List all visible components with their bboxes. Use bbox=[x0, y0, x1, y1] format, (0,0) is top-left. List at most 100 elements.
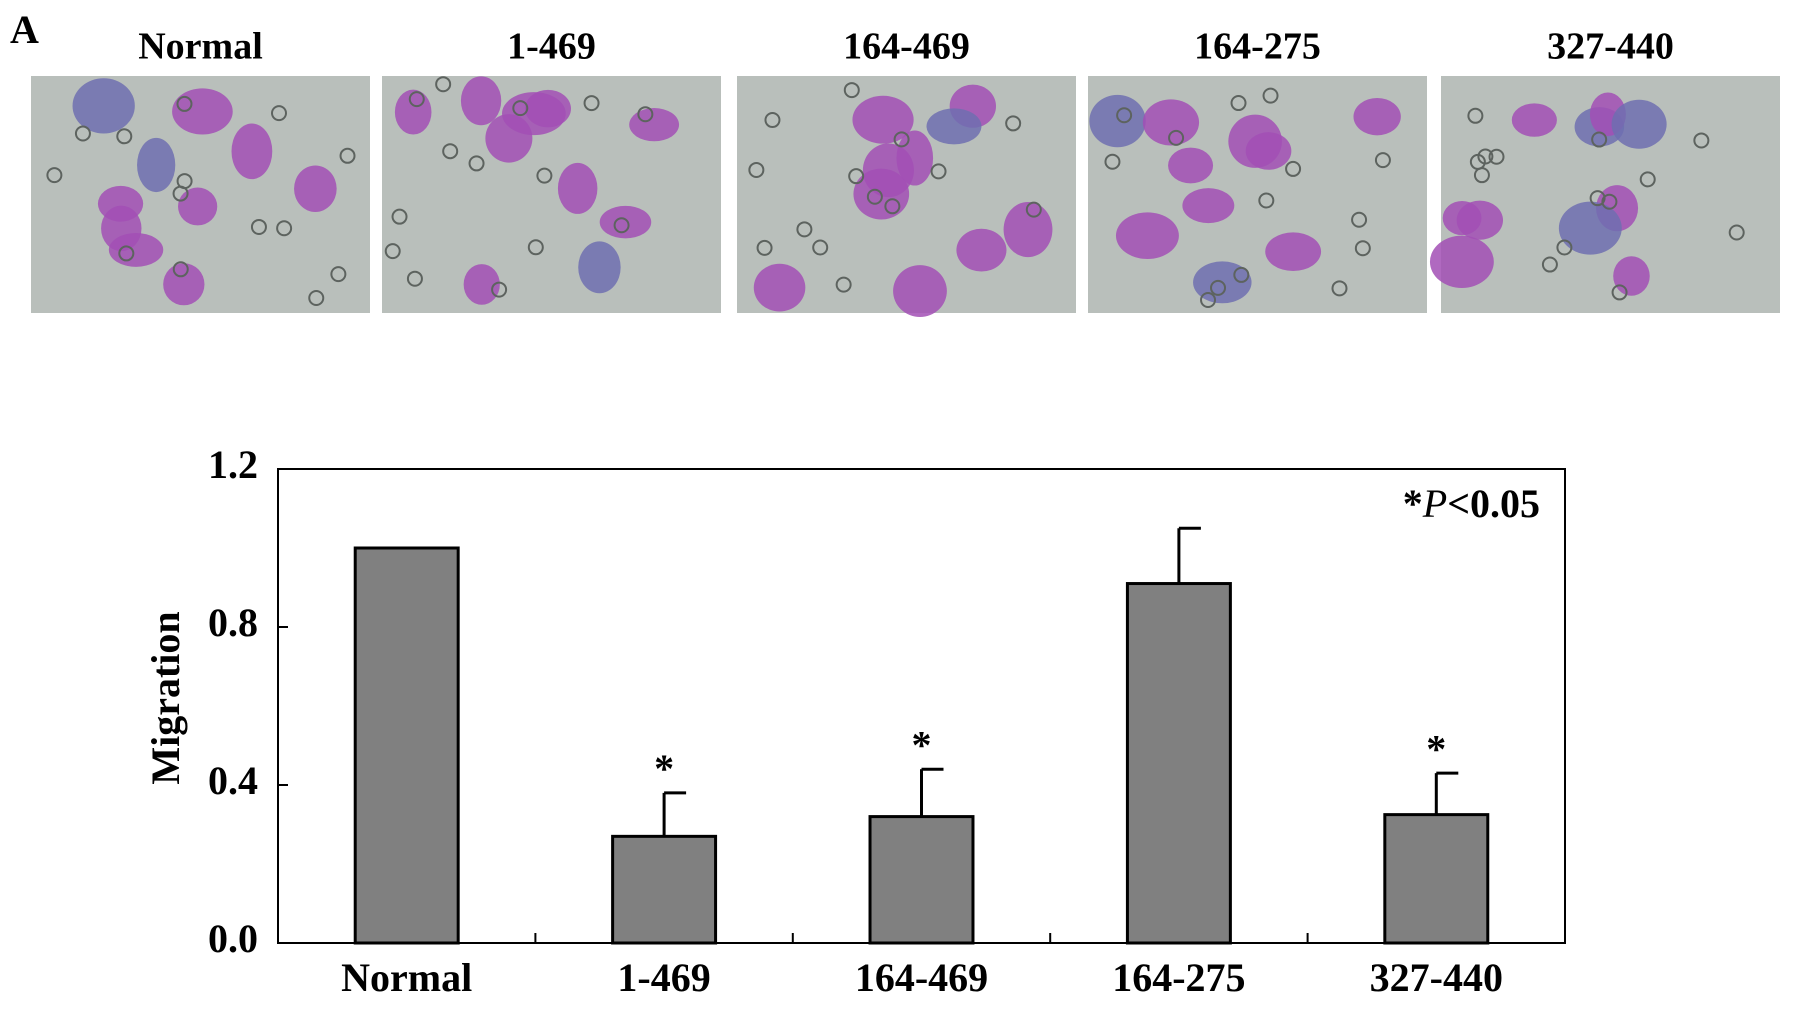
x-tick-label: 164-469 bbox=[855, 955, 988, 1000]
cell bbox=[463, 264, 500, 305]
bead bbox=[491, 281, 508, 298]
cell bbox=[394, 89, 432, 135]
bead bbox=[118, 245, 135, 262]
bead bbox=[1025, 201, 1042, 218]
bar bbox=[868, 815, 975, 945]
x-tick-label: 1-469 bbox=[617, 955, 710, 1000]
cell bbox=[852, 95, 914, 144]
cell bbox=[163, 263, 205, 306]
bar bbox=[1383, 813, 1490, 945]
cell bbox=[1611, 99, 1667, 149]
bead bbox=[406, 270, 423, 287]
cell bbox=[956, 228, 1007, 272]
cell bbox=[1003, 201, 1053, 258]
bead bbox=[339, 147, 356, 164]
bead bbox=[1262, 87, 1279, 104]
bead bbox=[74, 125, 91, 142]
cell bbox=[1511, 103, 1557, 137]
cell bbox=[1115, 212, 1179, 259]
image-caption: Normal bbox=[138, 26, 263, 68]
bead bbox=[748, 161, 765, 178]
cell bbox=[926, 108, 982, 145]
y-tick-label: 0.4 bbox=[208, 758, 258, 803]
bead bbox=[435, 76, 452, 93]
bead bbox=[1639, 171, 1656, 188]
cell bbox=[629, 108, 680, 142]
cell bbox=[137, 137, 176, 193]
bead bbox=[1374, 152, 1391, 169]
x-tick-label: Normal bbox=[341, 955, 472, 1000]
cell bbox=[525, 89, 571, 128]
annotation-p: P bbox=[1422, 481, 1447, 526]
cell bbox=[1558, 201, 1622, 255]
micrograph bbox=[1088, 76, 1427, 313]
y-tick-label: 0.8 bbox=[208, 600, 258, 645]
bead bbox=[1693, 132, 1710, 149]
bead bbox=[866, 188, 883, 205]
cell bbox=[172, 88, 233, 135]
cell bbox=[578, 241, 621, 294]
bead bbox=[1331, 280, 1348, 297]
bead bbox=[583, 95, 600, 112]
cell bbox=[753, 263, 806, 312]
image-caption: 1-469 bbox=[507, 26, 596, 68]
bar bbox=[353, 546, 460, 945]
bead bbox=[1467, 107, 1484, 124]
bead bbox=[843, 82, 860, 99]
cell bbox=[72, 78, 135, 134]
significance-marker: * bbox=[654, 746, 674, 791]
bead bbox=[527, 239, 544, 256]
bead bbox=[1285, 160, 1302, 177]
annotation-star: * bbox=[1403, 481, 1423, 526]
y-tick-label: 1.2 bbox=[208, 442, 258, 487]
cell bbox=[460, 76, 502, 126]
bead bbox=[1258, 192, 1275, 209]
bead bbox=[1210, 279, 1227, 296]
bead bbox=[1728, 224, 1745, 241]
bead bbox=[1104, 153, 1121, 170]
bead bbox=[330, 266, 347, 283]
bead bbox=[46, 167, 63, 184]
bead bbox=[835, 276, 852, 293]
bead bbox=[172, 261, 189, 278]
bead bbox=[512, 100, 529, 117]
bead bbox=[848, 168, 865, 185]
bead bbox=[1233, 266, 1250, 283]
bead bbox=[308, 290, 325, 307]
bar bbox=[1125, 582, 1232, 945]
bead bbox=[884, 198, 901, 215]
x-tick-label: 327-440 bbox=[1370, 955, 1503, 1000]
image-caption: 327-440 bbox=[1547, 26, 1674, 68]
panel-label: A bbox=[10, 7, 39, 52]
bead bbox=[176, 173, 193, 190]
cell bbox=[178, 187, 218, 226]
image-caption: 164-275 bbox=[1194, 26, 1321, 68]
bead bbox=[1488, 148, 1505, 165]
cell bbox=[294, 165, 337, 212]
annotation-threshold: <0.05 bbox=[1447, 481, 1540, 526]
bead bbox=[1005, 115, 1022, 132]
cell bbox=[231, 123, 273, 180]
bead bbox=[468, 155, 485, 172]
cell bbox=[1228, 114, 1282, 168]
cell bbox=[1613, 256, 1650, 296]
cell bbox=[599, 205, 652, 239]
micrograph bbox=[737, 76, 1076, 317]
bead bbox=[1556, 239, 1573, 256]
cell bbox=[1353, 97, 1401, 136]
bead bbox=[250, 218, 267, 235]
bead bbox=[613, 217, 630, 234]
bead bbox=[764, 112, 781, 129]
cell bbox=[1182, 188, 1235, 224]
bead bbox=[1230, 95, 1247, 112]
x-tick-label: 164-275 bbox=[1112, 955, 1245, 1000]
bead bbox=[384, 243, 401, 260]
bead bbox=[1168, 129, 1185, 146]
bar bbox=[611, 834, 718, 945]
bead bbox=[1351, 211, 1368, 228]
bead bbox=[176, 95, 193, 112]
micrograph bbox=[1429, 76, 1780, 313]
image-caption: 164-469 bbox=[843, 26, 970, 68]
bead bbox=[1473, 167, 1490, 184]
cell bbox=[557, 162, 598, 214]
